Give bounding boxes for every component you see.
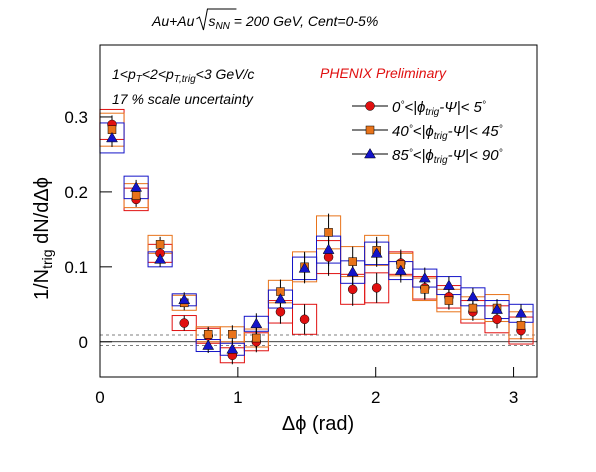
- y-tick-label: 0.2: [64, 183, 88, 202]
- chart-title: Au+Au sNN = 200 GeV, Cent=0-5%: [151, 13, 378, 32]
- data-point: [347, 284, 358, 295]
- frame: [99, 44, 538, 378]
- data-point: [274, 293, 287, 304]
- data-point: [346, 266, 359, 277]
- y-tick-label: 0.1: [64, 258, 88, 277]
- legend-marker: [365, 101, 375, 111]
- text-part: = 200 GeV, Cent=0-5%: [230, 13, 378, 29]
- subscript: trig: [434, 155, 448, 166]
- data-point: [252, 333, 261, 343]
- data-point: [322, 243, 335, 254]
- legend-marker: [365, 125, 375, 135]
- data-point: [371, 283, 382, 293]
- text-part: <|ϕ: [413, 123, 434, 140]
- x-axis-label: Δϕ (rad): [282, 413, 354, 435]
- data-point: [203, 330, 213, 339]
- data-point: [491, 303, 503, 314]
- text-part: -Ψ|< 5: [439, 99, 482, 116]
- legend-marker: [364, 148, 376, 159]
- data-point: [370, 247, 383, 258]
- subscript: trig: [434, 131, 448, 142]
- superscript: °: [409, 124, 413, 135]
- data-point: [442, 279, 455, 290]
- y-axis-label: 1/Ntrig dN/dΔϕ: [31, 177, 55, 300]
- text-part: 1/N: [31, 269, 53, 300]
- superscript: °: [482, 100, 486, 111]
- data-point: [420, 285, 430, 294]
- subscript: trig: [425, 107, 439, 118]
- data-point: [324, 228, 333, 237]
- data-point: [444, 296, 454, 305]
- data-point: [418, 272, 431, 283]
- y-tick-label: 0: [79, 333, 88, 352]
- subscript: T: [136, 74, 143, 85]
- superscript: °: [409, 148, 413, 159]
- data-point: [299, 314, 310, 325]
- superscript: °: [499, 148, 503, 159]
- text-part: -Ψ|< 45: [448, 123, 500, 140]
- legend-label: 85°<|ϕtrig-Ψ|< 90°: [392, 147, 503, 166]
- data-point: [516, 321, 526, 330]
- subscript: T,trig: [174, 74, 196, 85]
- legend-label: 0°<|ϕtrig-Ψ|< 5°: [392, 99, 486, 118]
- text-part: <2<p: [142, 66, 174, 82]
- text-part: 40: [392, 123, 409, 140]
- text-part: -Ψ|< 90: [448, 147, 500, 164]
- text-part: <|ϕ: [404, 99, 425, 116]
- y-tick-label: 0.3: [64, 108, 88, 127]
- text-part: 1<p: [112, 66, 136, 82]
- text-part: s: [208, 13, 215, 29]
- data-point: [131, 191, 141, 200]
- data-point: [130, 181, 143, 192]
- superscript: °: [400, 100, 404, 111]
- watermark: PHENIX Preliminary: [320, 65, 447, 81]
- data-point: [323, 252, 334, 262]
- data-point: [106, 131, 118, 143]
- data-point: [468, 303, 478, 313]
- data-point: [155, 240, 165, 249]
- x-tick-label: 1: [233, 388, 242, 407]
- data-point: [178, 293, 191, 305]
- data-point: [298, 262, 311, 273]
- sqrt-sign: [196, 8, 237, 31]
- data-point: [515, 307, 527, 318]
- text-part: <3 GeV/c: [196, 66, 255, 82]
- text-part: dN/dΔϕ: [31, 177, 53, 249]
- data-point: [179, 318, 189, 328]
- data-point: [250, 317, 263, 329]
- data-point: [154, 253, 167, 264]
- data-point: [226, 343, 239, 354]
- text-part: 17 % scale uncertainty: [112, 91, 254, 107]
- x-tick-label: 3: [509, 388, 518, 407]
- x-tick-label: 0: [95, 388, 104, 407]
- data-point: [275, 307, 286, 317]
- data-point: [394, 264, 407, 275]
- superscript: °: [499, 124, 503, 135]
- data-point: [492, 314, 502, 325]
- data-point: [348, 257, 357, 266]
- x-tick-label: 2: [371, 388, 380, 407]
- data-point: [228, 330, 237, 339]
- text-part: 85: [392, 147, 409, 164]
- data-point: [202, 339, 215, 350]
- text-part: <|ϕ: [413, 147, 434, 164]
- annotation: 17 % scale uncertainty: [112, 91, 254, 107]
- annotation: 1<pT<2<pT,trig<3 GeV/c: [112, 66, 254, 85]
- legend-label: 40°<|ϕtrig-Ψ|< 45°: [392, 123, 503, 142]
- subscript: trig: [39, 249, 55, 268]
- text-part: 0: [392, 99, 401, 116]
- text-part: Au+Au: [151, 13, 195, 29]
- data-point: [466, 290, 479, 302]
- subscript: NN: [215, 21, 230, 32]
